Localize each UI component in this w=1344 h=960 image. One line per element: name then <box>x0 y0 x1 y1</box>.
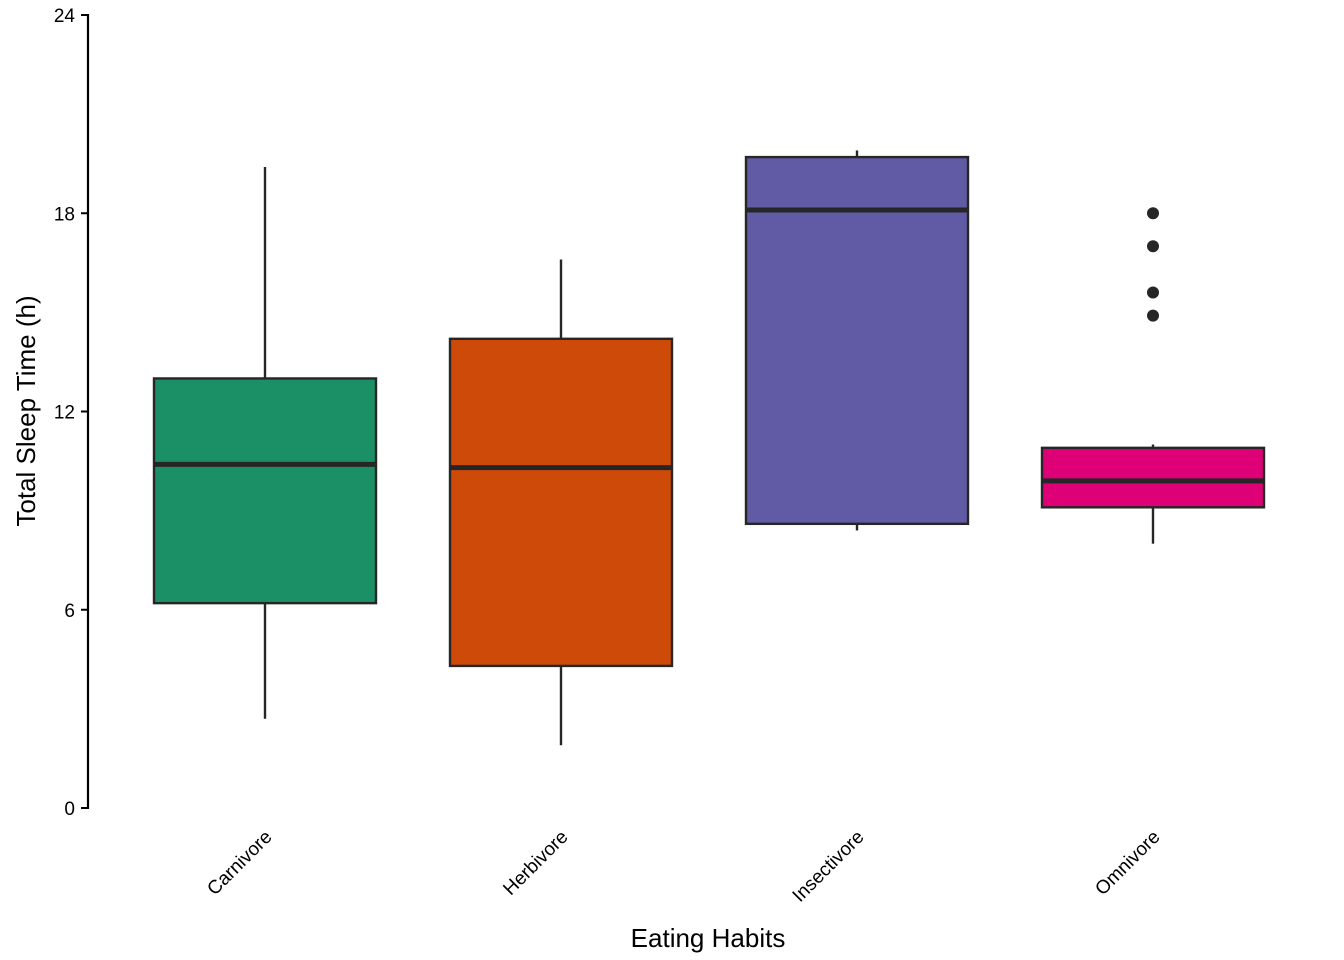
outlier-point <box>1147 286 1159 299</box>
x-axis-title: Eating Habits <box>631 923 786 953</box>
box-omnivore <box>1040 207 1266 544</box>
x-tick-label: Carnivore <box>203 827 276 900</box>
y-axis: 0 6 12 18 24 <box>54 6 90 820</box>
outlier-point <box>1147 240 1159 253</box>
box-insectivore <box>744 150 970 531</box>
x-tick-label: Omnivore <box>1091 827 1164 900</box>
y-tick-label: 24 <box>54 6 76 27</box>
y-tick-label: 12 <box>54 403 75 424</box>
box-carnivore <box>152 166 378 719</box>
y-tick-label: 6 <box>64 601 75 622</box>
x-tick-label: Insectivore <box>789 827 869 907</box>
box-herbivore <box>448 259 674 746</box>
outlier-point <box>1147 207 1159 220</box>
iqr-box <box>1040 446 1266 509</box>
iqr-box <box>744 155 970 526</box>
boxes-layer <box>152 150 1266 746</box>
y-tick-label: 0 <box>64 799 75 820</box>
x-tick-label: Herbivore <box>499 827 572 900</box>
iqr-box <box>448 337 674 668</box>
outlier-point <box>1147 309 1159 322</box>
x-axis: Carnivore Herbivore Insectivore Omnivore <box>203 827 1164 907</box>
y-tick-label: 18 <box>54 204 75 225</box>
iqr-box <box>152 377 378 605</box>
y-axis-title: Total Sleep Time (h) <box>11 295 41 526</box>
